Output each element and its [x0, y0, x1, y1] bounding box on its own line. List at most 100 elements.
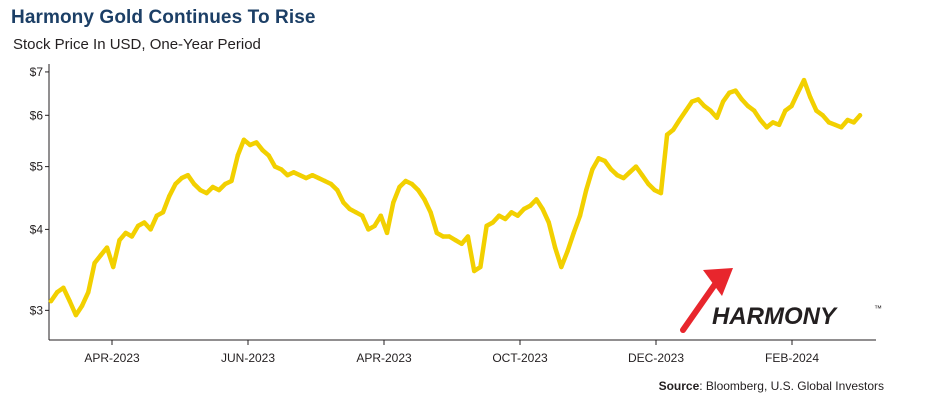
price-point: [235, 153, 240, 158]
price-line: [48, 77, 863, 318]
price-point: [316, 175, 321, 181]
harmony-logo: HARMONY ™: [680, 268, 882, 333]
price-point: [577, 213, 583, 218]
price-point: [79, 303, 85, 308]
price-point: [453, 238, 458, 243]
price-point: [173, 181, 178, 187]
price-point: [652, 187, 657, 193]
price-point: [378, 213, 383, 218]
price-point: [291, 170, 296, 175]
price-point: [447, 234, 452, 239]
price-point: [440, 234, 446, 239]
price-point: [73, 312, 79, 318]
price-point: [279, 167, 284, 172]
price-point: [272, 164, 278, 169]
price-point: [546, 220, 551, 225]
chart-title: Harmony Gold Continues To Rise: [11, 7, 316, 28]
price-point: [335, 187, 340, 193]
price-point: [752, 108, 757, 113]
price-series: [48, 77, 863, 318]
red-arrow-icon: [680, 277, 721, 333]
price-point: [353, 210, 359, 215]
price-point: [142, 220, 147, 225]
price-point: [254, 140, 259, 145]
price-point: [664, 132, 670, 137]
price-point: [590, 167, 595, 172]
price-point: [260, 148, 265, 153]
price-point: [61, 285, 66, 290]
price-point: [627, 170, 632, 175]
price-point: [465, 234, 471, 239]
x-tick-label: APR-2023: [356, 351, 412, 365]
x-tick-label: OCT-2023: [492, 351, 548, 365]
price-point: [602, 158, 608, 164]
price-point: [677, 117, 682, 123]
price-point: [297, 173, 303, 178]
price-point: [671, 127, 676, 132]
price-point: [490, 220, 495, 225]
price-point: [534, 197, 539, 202]
price-point: [328, 181, 334, 187]
price-point: [303, 175, 309, 181]
price-point: [98, 253, 104, 258]
price-point: [683, 108, 688, 113]
price-point: [129, 234, 135, 239]
x-tick-label: DEC-2023: [628, 351, 684, 365]
price-point: [820, 113, 825, 118]
price-point: [241, 137, 247, 142]
price-point: [104, 245, 110, 250]
price-point: [559, 264, 564, 270]
x-tick-label: APR-2023: [84, 351, 140, 365]
price-point: [366, 227, 371, 232]
price-point: [509, 210, 514, 215]
price-point: [216, 187, 222, 193]
price-point: [720, 99, 726, 104]
price-point: [608, 167, 614, 172]
price-point: [416, 187, 421, 193]
price-point: [422, 197, 427, 202]
price-point: [185, 173, 191, 178]
price-point: [247, 142, 253, 148]
price-point: [198, 187, 203, 193]
logo-trademark: ™: [874, 304, 882, 313]
price-point: [478, 264, 483, 270]
chart-subtitle: Stock Price In USD, One-Year Period: [13, 36, 261, 53]
price-point: [565, 249, 570, 254]
price-point: [223, 181, 228, 187]
price-point: [135, 223, 141, 229]
price-point: [521, 206, 527, 212]
price-point: [795, 90, 800, 96]
price-point: [783, 108, 788, 113]
price-point: [86, 290, 91, 295]
price-point: [640, 173, 645, 178]
source-label: Source: [658, 379, 700, 393]
price-point: [472, 268, 477, 274]
y-tick-label: $3: [30, 303, 44, 317]
price-point: [776, 122, 782, 128]
price-point: [739, 97, 744, 102]
price-point: [229, 178, 234, 184]
price-point: [55, 290, 60, 295]
price-point: [48, 298, 54, 304]
price-point: [633, 164, 639, 169]
price-point: [584, 187, 589, 193]
price-point: [789, 103, 794, 109]
price-point: [360, 213, 365, 218]
price-point: [403, 178, 408, 184]
price-point: [210, 184, 215, 190]
price-point: [266, 153, 271, 158]
chart-axes: $3 $4 $5 $6 $7 APR-2023 JUN-2023 APR-2023 OCT-20…: [30, 64, 876, 365]
price-point: [372, 223, 377, 229]
price-point: [839, 125, 844, 130]
price-point: [484, 223, 489, 229]
price-point: [708, 108, 713, 113]
price-point: [167, 194, 172, 199]
price-point: [111, 264, 116, 270]
price-point: [658, 190, 664, 196]
price-point: [191, 181, 197, 187]
price-point: [702, 103, 707, 109]
price-point: [826, 120, 832, 125]
price-point: [322, 178, 327, 184]
price-point: [341, 200, 346, 205]
price-point: [459, 241, 464, 246]
